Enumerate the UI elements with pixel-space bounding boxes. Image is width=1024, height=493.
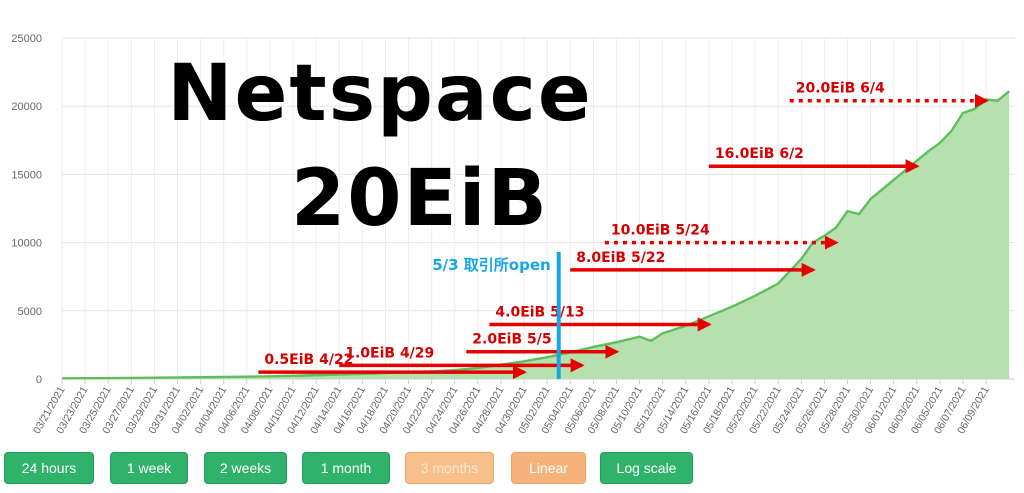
btn-3-months[interactable]: 3 months bbox=[405, 452, 494, 484]
annotation-label: 1.0EiB 4/29 bbox=[345, 345, 434, 361]
netspace-chart: 0 5000 10000 15000 20000 25000 03/21/202103/2… bbox=[11, 33, 1015, 436]
annotation-label: 16.0EiB 6/2 bbox=[715, 146, 804, 162]
y-tick-label: 0 bbox=[36, 374, 42, 386]
y-tick-label: 5000 bbox=[18, 306, 42, 318]
chart-title: Netspace bbox=[167, 49, 593, 139]
time-range-buttons: 24 hours 1 week 2 weeks 1 month 3 months… bbox=[0, 452, 1024, 486]
btn-1-month[interactable]: 1 month bbox=[302, 452, 390, 484]
btn-2-weeks[interactable]: 2 weeks bbox=[204, 452, 287, 484]
marker-label: 5/3 取引所open bbox=[432, 256, 550, 274]
x-axis: 03/21/202103/23/202103/25/202103/27/2021… bbox=[31, 378, 1015, 436]
annotation-layer: 0.5EiB 4/221.0EiB 4/29 2.0EiB 5/5 4.0EiB 5… bbox=[258, 81, 989, 380]
btn-linear[interactable]: Linear bbox=[511, 452, 586, 484]
series-area bbox=[62, 91, 1010, 379]
btn-1-week[interactable]: 1 week bbox=[110, 452, 188, 484]
y-tick-label: 25000 bbox=[11, 33, 42, 45]
y-tick-label: 10000 bbox=[11, 238, 42, 250]
annotation-label: 0.5EiB 4/22 bbox=[264, 352, 353, 368]
chart-title-group: Netspace 20EiB bbox=[167, 49, 593, 244]
annotation-label: 8.0EiB 5/22 bbox=[576, 250, 665, 266]
annotation-label: 4.0EiB 5/13 bbox=[495, 304, 584, 320]
btn-log-scale[interactable]: Log scale bbox=[600, 452, 693, 484]
btn-24-hours[interactable]: 24 hours bbox=[4, 452, 94, 484]
y-axis: 0 5000 10000 15000 20000 25000 bbox=[11, 33, 42, 386]
y-tick-label: 15000 bbox=[11, 169, 42, 181]
chart-subtitle: 20EiB bbox=[291, 154, 549, 244]
annotation-label: 10.0EiB 5/24 bbox=[611, 223, 710, 239]
annotation-label: 20.0EiB 6/4 bbox=[796, 81, 885, 97]
annotation-label: 2.0EiB 5/5 bbox=[472, 332, 551, 348]
y-tick-label: 20000 bbox=[11, 101, 42, 113]
